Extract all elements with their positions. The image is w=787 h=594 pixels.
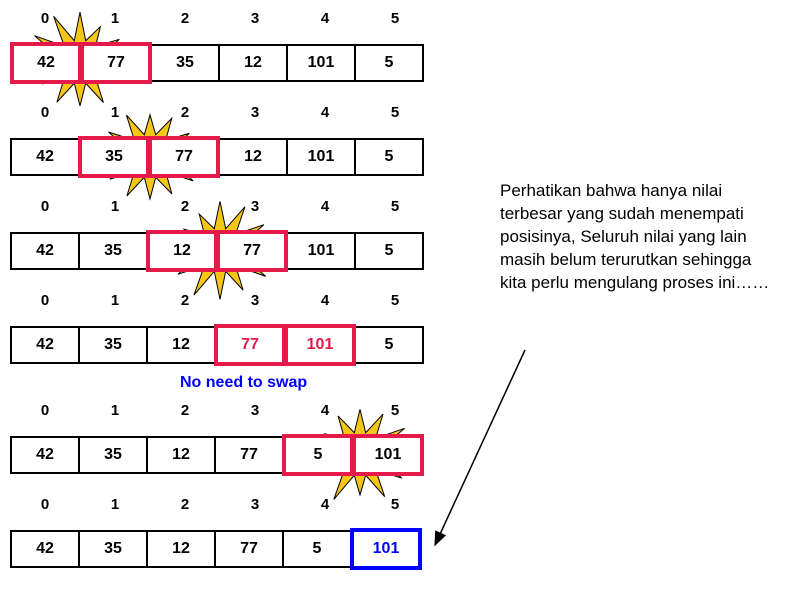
array-cell: 42	[10, 436, 80, 474]
array-cell: 101	[286, 232, 356, 270]
array-cell: 42	[10, 326, 80, 364]
array-cell: 5	[354, 232, 424, 270]
array-cell: 42	[10, 138, 80, 176]
array-cell: 42	[10, 530, 80, 568]
array-cell: 77	[214, 324, 286, 366]
array-row: 423577121015	[10, 138, 424, 178]
array-cell: 35	[78, 232, 148, 270]
index-label: 3	[220, 10, 290, 27]
array-cell: 101	[284, 324, 356, 366]
pass-row: 012345427735121015	[10, 10, 490, 90]
index-label: 4	[290, 292, 360, 309]
array-cell: 35	[78, 530, 148, 568]
array-row: 423512775101	[10, 436, 424, 476]
array-cell: 35	[78, 326, 148, 364]
no-swap-label: No need to swap	[180, 374, 307, 392]
index-label: 3	[220, 104, 290, 121]
array-cell: 5	[354, 326, 424, 364]
main-container: 0123454277351210150123454235771210150123…	[10, 10, 777, 590]
array-cell: 12	[146, 530, 216, 568]
array-cell: 77	[80, 42, 152, 84]
index-label: 3	[220, 402, 290, 419]
index-label: 1	[80, 402, 150, 419]
array-row: 423512771015	[10, 232, 424, 272]
index-label: 3	[220, 496, 290, 513]
array-cell: 12	[146, 230, 218, 272]
array-cell: 35	[78, 436, 148, 474]
index-label: 5	[360, 292, 430, 309]
array-cell: 35	[78, 136, 150, 178]
index-label: 4	[290, 104, 360, 121]
pass-row: 012345423512775101	[10, 496, 490, 576]
array-cell: 5	[282, 530, 352, 568]
array-cell: 12	[146, 436, 216, 474]
array-cell: 77	[216, 230, 288, 272]
index-label: 0	[10, 402, 80, 419]
index-label: 1	[80, 292, 150, 309]
index-label: 4	[290, 10, 360, 27]
index-label: 4	[290, 198, 360, 215]
index-label: 5	[360, 198, 430, 215]
index-label: 0	[10, 292, 80, 309]
index-label: 2	[150, 10, 220, 27]
pass-row: 012345423512771015	[10, 198, 490, 278]
array-cell: 101	[286, 44, 356, 82]
array-cell: 5	[354, 138, 424, 176]
index-label: 0	[10, 198, 80, 215]
array-cell: 101	[352, 434, 424, 476]
array-cell: 5	[282, 434, 354, 476]
index-label: 5	[360, 104, 430, 121]
array-cell: 77	[214, 530, 284, 568]
array-cell: 42	[10, 232, 80, 270]
index-label: 1	[80, 496, 150, 513]
array-cell: 12	[146, 326, 216, 364]
array-cell: 101	[350, 528, 422, 570]
index-label: 2	[150, 402, 220, 419]
description-panel: Perhatikan bahwa hanya nilai terbesar ya…	[490, 10, 770, 590]
array-cell: 12	[218, 44, 288, 82]
array-cell: 77	[148, 136, 220, 178]
index-label: 0	[10, 496, 80, 513]
array-cell: 5	[354, 44, 424, 82]
pass-row: 012345423512775101	[10, 402, 490, 482]
array-cell: 35	[150, 44, 220, 82]
diagram-panel: 0123454277351210150123454235771210150123…	[10, 10, 490, 590]
array-cell: 42	[10, 42, 82, 84]
array-cell: 12	[218, 138, 288, 176]
array-row: 423512771015	[10, 326, 424, 366]
index-label: 2	[150, 496, 220, 513]
array-row: 427735121015	[10, 44, 424, 84]
index-label: 5	[360, 10, 430, 27]
array-cell: 101	[286, 138, 356, 176]
array-row: 423512775101	[10, 530, 422, 570]
description-text: Perhatikan bahwa hanya nilai terbesar ya…	[500, 180, 770, 295]
array-cell: 77	[214, 436, 284, 474]
